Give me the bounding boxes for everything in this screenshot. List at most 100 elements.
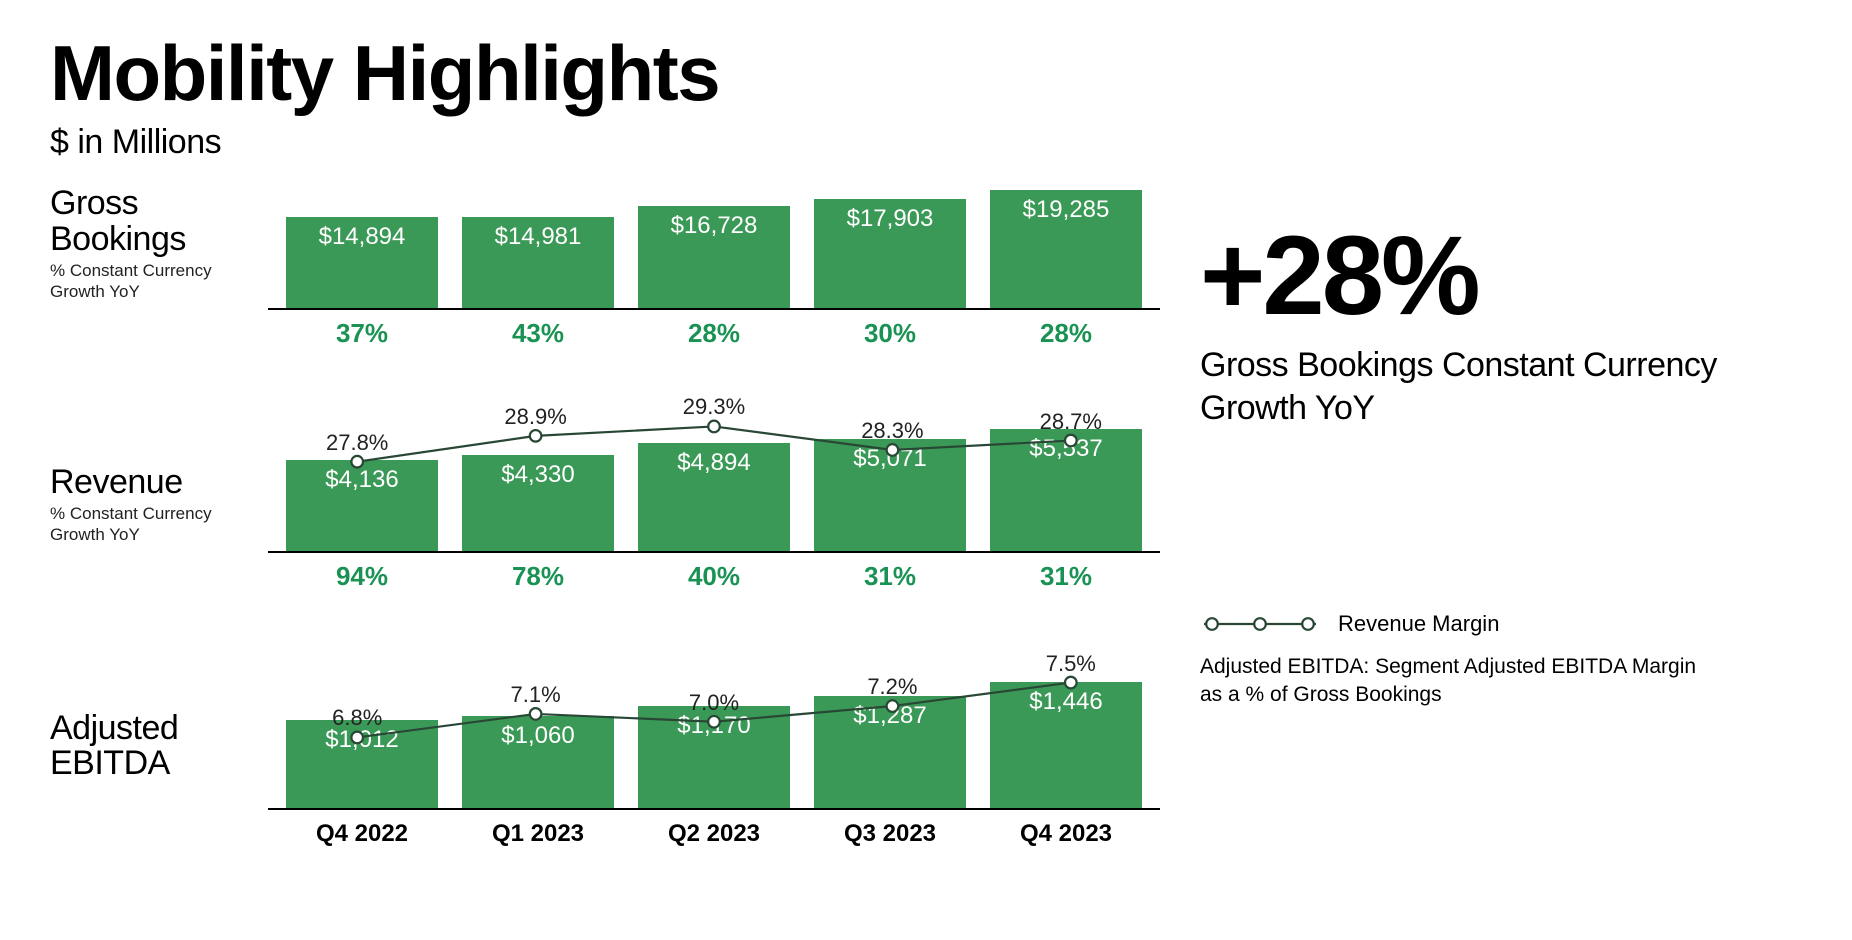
growth-value: 40% <box>634 561 794 592</box>
metric-sublabel: % Constant Currency Growth YoY <box>50 260 268 303</box>
bar: $5,071 <box>814 439 966 551</box>
bar-value-label: $16,728 <box>638 212 790 240</box>
category-label: Q3 2023 <box>810 820 970 848</box>
bar-slot: $1,446 <box>986 612 1146 808</box>
growth-values: 37% 43% 28% 30% 28% <box>268 308 1160 363</box>
line-point-label: 29.3% <box>654 394 774 420</box>
metric-name: Gross Bookings <box>50 186 268 257</box>
bar-value-label: $5,537 <box>990 435 1142 463</box>
panel-adj-ebitda: Adjusted EBITDA $1,012 $1,060 $1,170 $1,287… <box>50 612 1160 808</box>
bar: $1,170 <box>638 706 790 808</box>
category-label: Q4 2022 <box>282 820 442 848</box>
bar: $1,446 <box>990 682 1142 808</box>
growth-value: 78% <box>458 561 618 592</box>
page-title: Mobility Highlights <box>50 28 1802 119</box>
metric-line1: Gross <box>50 184 138 222</box>
line-point-label: 27.8% <box>297 430 417 456</box>
line-point-label: 7.5% <box>1011 651 1131 677</box>
metric-line2: Bookings <box>50 220 186 258</box>
bar-slot: $4,330 <box>458 363 618 551</box>
bar-slot: $14,981 <box>458 180 618 308</box>
legend-revenue-margin: Revenue Margin <box>1200 609 1802 639</box>
growth-value: 43% <box>458 318 618 349</box>
legend-text: Revenue Margin <box>1338 609 1499 639</box>
panel-label-adj-ebitda: Adjusted EBITDA <box>50 612 268 808</box>
metric-name: Adjusted EBITDA <box>50 711 268 782</box>
bar: $16,728 <box>638 206 790 308</box>
bar-value-label: $1,287 <box>814 702 966 730</box>
bar-slot: $17,903 <box>810 180 970 308</box>
metric-line1: Adjusted <box>50 709 178 747</box>
category-axis: Q4 2022 Q1 2023 Q2 2023 Q3 2023 Q4 2023 <box>50 808 1160 848</box>
category-label: Q1 2023 <box>458 820 618 848</box>
bar-slot: $16,728 <box>634 180 794 308</box>
headline-sub: Gross Bookings Constant Currency Growth … <box>1200 344 1802 429</box>
line-point-label: 7.1% <box>476 682 596 708</box>
growth-row-revenue: 94% 78% 40% 31% 31% <box>50 551 1160 606</box>
metric-name: Revenue <box>50 465 268 501</box>
bar-slot: $19,285 <box>986 180 1146 308</box>
bar-slot: $5,537 <box>986 363 1146 551</box>
panel-label-revenue: Revenue % Constant Currency Growth YoY <box>50 363 268 551</box>
bar: $17,903 <box>814 199 966 308</box>
metric-sublabel: % Constant Currency Growth YoY <box>50 503 268 546</box>
bar-value-label: $14,981 <box>462 223 614 251</box>
bar-value-label: $1,446 <box>990 688 1142 716</box>
line-point-label: 6.8% <box>297 705 417 731</box>
bar: $5,537 <box>990 429 1142 551</box>
units-subtitle: $ in Millions <box>50 123 1802 162</box>
legend-ebitda-margin: Adjusted EBITDA: Segment Adjusted EBITDA… <box>1200 653 1720 710</box>
line-point-label: 28.7% <box>1011 409 1131 435</box>
panel-label-gross-bookings: Gross Bookings % Constant Currency Growt… <box>50 180 268 308</box>
bar-slot: $5,071 <box>810 363 970 551</box>
chart-adj-ebitda: $1,012 $1,060 $1,170 $1,287 $1,446 6.8% 7.1% 7.… <box>268 612 1160 810</box>
callout-column: +28% Gross Bookings Constant Currency Gr… <box>1200 180 1802 848</box>
bar: $19,285 <box>990 190 1142 308</box>
metric-line2: EBITDA <box>50 744 170 782</box>
growth-value: 31% <box>986 561 1146 592</box>
bar-slot: $14,894 <box>282 180 442 308</box>
bar-value-label: $1,060 <box>462 722 614 750</box>
growth-value: 94% <box>282 561 442 592</box>
bar: $14,981 <box>462 217 614 308</box>
bar-value-label: $19,285 <box>990 196 1142 224</box>
content-columns: Gross Bookings % Constant Currency Growt… <box>50 180 1802 848</box>
bar: $1,060 <box>462 716 614 808</box>
category-labels: Q4 2022 Q1 2023 Q2 2023 Q3 2023 Q4 2023 <box>268 808 1160 848</box>
bar-slot: $1,060 <box>458 612 618 808</box>
charts-column: Gross Bookings % Constant Currency Growt… <box>50 180 1160 848</box>
bar: $4,894 <box>638 443 790 551</box>
bar-value-label: $5,071 <box>814 445 966 473</box>
panel-gross-bookings: Gross Bookings % Constant Currency Growt… <box>50 180 1160 308</box>
growth-value: 28% <box>634 318 794 349</box>
growth-value: 37% <box>282 318 442 349</box>
growth-value: 28% <box>986 318 1146 349</box>
line-point-label: 28.3% <box>832 418 952 444</box>
bar-value-label: $14,894 <box>286 223 438 251</box>
growth-value: 31% <box>810 561 970 592</box>
bar-slot: $4,136 <box>282 363 442 551</box>
metric-line1: Revenue <box>50 463 183 501</box>
slide: Mobility Highlights $ in Millions Gross … <box>0 0 1852 940</box>
panel-revenue: Revenue % Constant Currency Growth YoY $… <box>50 363 1160 551</box>
chart-gross-bookings: $14,894 $14,981 $16,728 $17,903 $19,285 <box>268 180 1160 310</box>
bar-slot: $4,894 <box>634 363 794 551</box>
growth-row-gross-bookings: 37% 43% 28% 30% 28% <box>50 308 1160 363</box>
bar: $1,012 <box>286 720 438 808</box>
bar-value-label: $1,170 <box>638 712 790 740</box>
bar-slot: $1,287 <box>810 612 970 808</box>
headline-stat: +28% <box>1200 220 1802 332</box>
growth-values: 94% 78% 40% 31% 31% <box>268 551 1160 606</box>
line-point-label: 7.2% <box>832 674 952 700</box>
bar: $1,287 <box>814 696 966 808</box>
category-label: Q4 2023 <box>986 820 1146 848</box>
chart-revenue: $4,136$4,330$4,894$5,071$5,53727.8%28.9%… <box>268 363 1160 553</box>
line-point-label: 7.0% <box>654 690 774 716</box>
bar-value-label: $4,894 <box>638 449 790 477</box>
bar-value-label: $17,903 <box>814 205 966 233</box>
bar-value-label: $4,136 <box>286 466 438 494</box>
bar-value-label: $4,330 <box>462 461 614 489</box>
growth-value: 30% <box>810 318 970 349</box>
category-label: Q2 2023 <box>634 820 794 848</box>
bar: $14,894 <box>286 217 438 308</box>
